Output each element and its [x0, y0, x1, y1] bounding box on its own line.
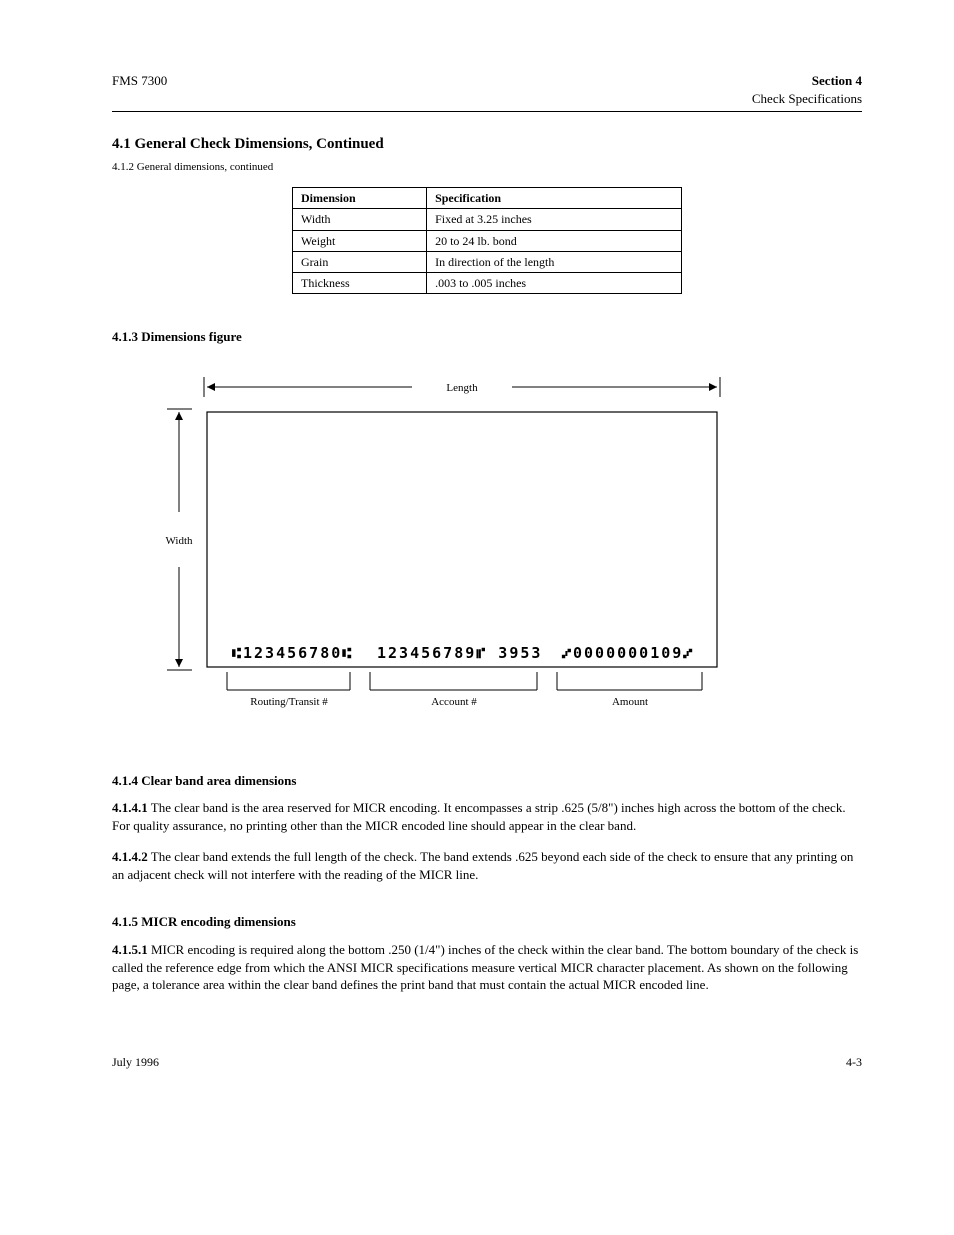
spec-col-dimension: Dimension — [293, 188, 427, 209]
cell: In direction of the length — [427, 251, 682, 272]
table-row: Weight 20 to 24 lb. bond — [293, 230, 682, 251]
para-num: 4.1.5.1 — [112, 942, 148, 957]
figure-caption: 4.1.3 Dimensions figure — [112, 328, 862, 346]
cell: Width — [293, 209, 427, 230]
section-label: Section — [812, 73, 852, 88]
clear-band-heading: 4.1.4 Clear band area dimensions — [112, 772, 862, 790]
para-num: 4.1.4.1 — [112, 800, 148, 815]
clear-band-p2: 4.1.4.2 The clear band extends the full … — [112, 848, 862, 883]
cell: Thickness — [293, 272, 427, 293]
check-dimensions-figure: Length Width ⑆123456780⑆ 123456789⑈ 3953… — [92, 372, 732, 742]
header-doc-id: FMS 7300 — [112, 72, 167, 90]
page-footer: July 1996 4-3 — [112, 1054, 862, 1070]
cell: Weight — [293, 230, 427, 251]
spec-table: Dimension Specification Width Fixed at 3… — [292, 187, 682, 294]
footer-page: 4-3 — [846, 1054, 862, 1070]
para-text: MICR encoding is required along the bott… — [112, 942, 858, 992]
page-header: FMS 7300 Section 4 Check Specifications — [112, 72, 862, 112]
table-row: Thickness .003 to .005 inches — [293, 272, 682, 293]
clear-band-p1: 4.1.4.1 The clear band is the area reser… — [112, 799, 862, 834]
section-number: 4 — [856, 73, 863, 88]
para-text: The clear band is the area reserved for … — [112, 800, 846, 833]
account-label: Account # — [431, 696, 477, 708]
amount-label: Amount — [612, 696, 648, 708]
cell: Grain — [293, 251, 427, 272]
micr-routing: ⑆123456780⑆ — [232, 644, 353, 662]
header-title: Check Specifications — [752, 90, 862, 108]
cell: Fixed at 3.25 inches — [427, 209, 682, 230]
cell: 20 to 24 lb. bond — [427, 230, 682, 251]
table-row: Grain In direction of the length — [293, 251, 682, 272]
section-heading: 4.1 General Check Dimensions, Continued — [112, 134, 862, 154]
length-dim-label: Length — [446, 382, 478, 394]
cell: .003 to .005 inches — [427, 272, 682, 293]
footer-date: July 1996 — [112, 1054, 159, 1070]
micr-account: 123456789⑈ 3953 — [377, 644, 542, 662]
micr-dims-p1: 4.1.5.1 MICR encoding is required along … — [112, 941, 862, 994]
table-row: Width Fixed at 3.25 inches — [293, 209, 682, 230]
micr-amount: ⑇0000000109⑇ — [561, 644, 694, 662]
para-num: 4.1.4.2 — [112, 849, 148, 864]
width-dim-label: Width — [165, 535, 193, 547]
para-text: The clear band extends the full length o… — [112, 849, 853, 882]
spec-col-specification: Specification — [427, 188, 682, 209]
section-sublabel: 4.1.2 General dimensions, continued — [112, 160, 862, 175]
header-right: Section 4 — [812, 72, 862, 90]
routing-label: Routing/Transit # — [250, 696, 328, 708]
micr-dims-heading: 4.1.5 MICR encoding dimensions — [112, 913, 862, 931]
